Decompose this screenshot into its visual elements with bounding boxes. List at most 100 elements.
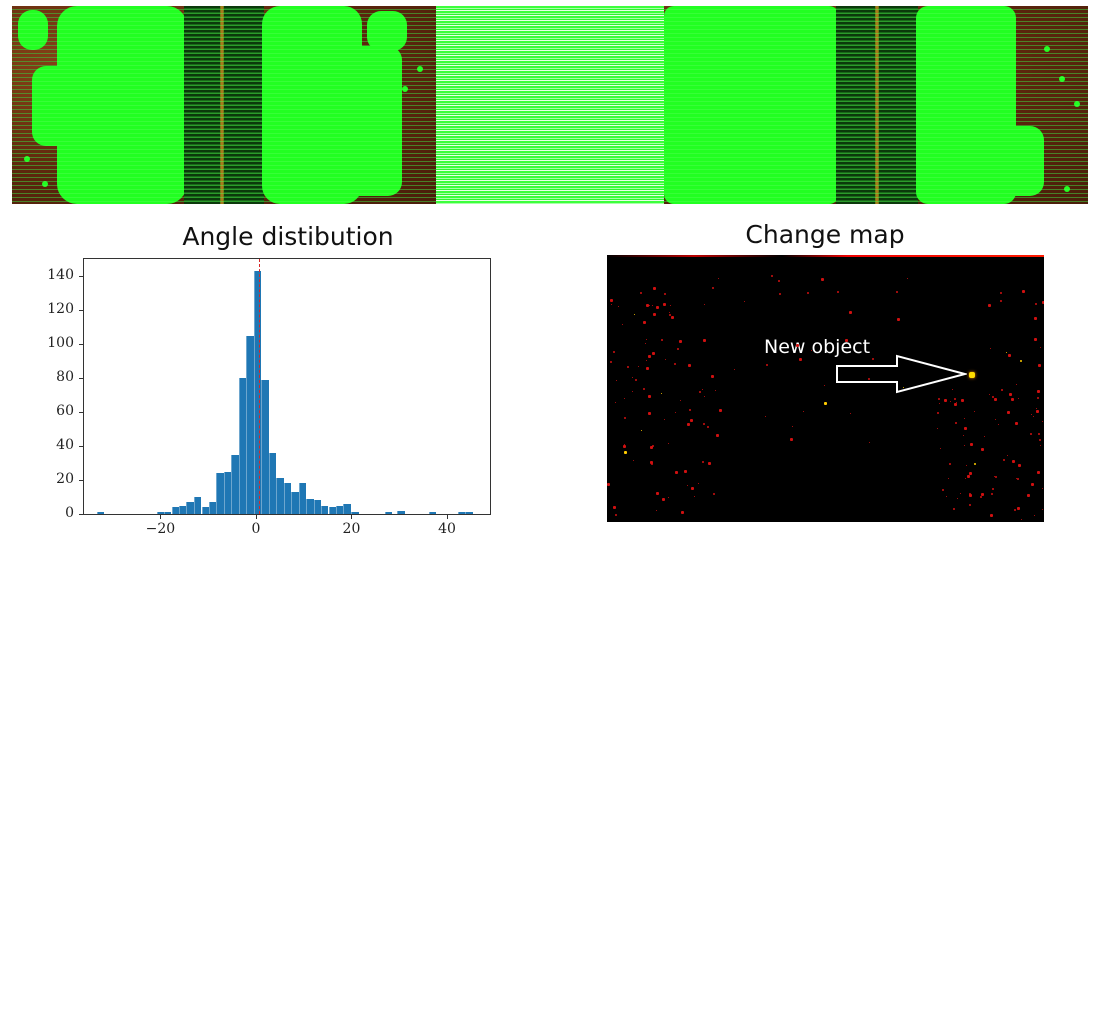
change-speck bbox=[994, 418, 996, 420]
change-speck bbox=[667, 496, 669, 498]
change-speck bbox=[1039, 439, 1042, 442]
change-speck bbox=[615, 513, 618, 516]
change-speck bbox=[703, 304, 705, 306]
change-speck bbox=[1017, 507, 1021, 511]
x-tick-label: −20 bbox=[145, 521, 176, 537]
histogram-bar bbox=[261, 379, 269, 514]
change-speck bbox=[974, 411, 976, 413]
change-speck bbox=[945, 496, 947, 498]
change-speck bbox=[795, 344, 799, 348]
change-speck bbox=[631, 376, 633, 378]
change-speck bbox=[944, 398, 948, 402]
histogram-bar bbox=[179, 505, 187, 514]
histogram-bar bbox=[283, 483, 292, 514]
change-speck bbox=[1003, 458, 1006, 461]
change-speck bbox=[980, 496, 983, 499]
change-speck bbox=[702, 388, 704, 390]
change-speck bbox=[689, 418, 693, 422]
change-speck bbox=[952, 388, 954, 390]
y-tick-label: 140 bbox=[47, 267, 74, 283]
change-speck bbox=[938, 402, 940, 404]
histogram-bar bbox=[321, 505, 329, 514]
y-tick-label: 20 bbox=[56, 471, 74, 487]
change-speck bbox=[655, 492, 659, 496]
change-speck bbox=[1014, 508, 1017, 511]
change-speck bbox=[641, 429, 643, 431]
histogram-bar bbox=[193, 497, 202, 514]
change-speck bbox=[652, 351, 656, 355]
change-speck bbox=[708, 462, 712, 466]
change-speck bbox=[650, 446, 654, 450]
y-tick-mark bbox=[79, 514, 83, 515]
change-speck bbox=[647, 394, 651, 398]
change-speck bbox=[664, 418, 666, 420]
change-speck bbox=[691, 486, 695, 490]
change-speck bbox=[1015, 478, 1017, 480]
change-speck bbox=[984, 436, 986, 438]
change-speck bbox=[669, 304, 671, 306]
histogram-bar bbox=[201, 507, 210, 514]
change-speck bbox=[941, 488, 944, 491]
change-speck bbox=[937, 412, 940, 415]
change-speck bbox=[640, 291, 643, 294]
change-speck bbox=[1036, 389, 1040, 393]
change-speck bbox=[824, 384, 826, 386]
change-speck bbox=[989, 513, 993, 517]
change-map-title: Change map bbox=[745, 220, 905, 249]
change-speck bbox=[1017, 397, 1019, 399]
change-speck bbox=[1038, 433, 1041, 436]
y-tick-mark bbox=[79, 412, 83, 413]
change-speck bbox=[991, 492, 994, 495]
change-speck bbox=[964, 478, 966, 480]
histogram-bar bbox=[351, 512, 359, 514]
change-speck bbox=[992, 488, 995, 491]
change-speck bbox=[966, 474, 970, 478]
change-speck bbox=[969, 504, 972, 507]
change-speck bbox=[1027, 494, 1031, 498]
change-speck bbox=[872, 357, 875, 360]
change-speck bbox=[719, 409, 723, 413]
change-speck bbox=[1006, 351, 1008, 353]
change-speck bbox=[706, 425, 709, 428]
change-speck bbox=[896, 291, 899, 294]
change-speck bbox=[798, 357, 802, 361]
y-tick-mark bbox=[79, 344, 83, 345]
histogram-bar bbox=[465, 512, 473, 514]
change-speck bbox=[1007, 354, 1011, 358]
change-speck bbox=[686, 423, 690, 427]
change-speck bbox=[694, 495, 696, 497]
histogram-bar bbox=[246, 335, 254, 514]
change-speck bbox=[674, 411, 676, 413]
x-tick-label: 40 bbox=[438, 521, 456, 537]
change-speck bbox=[652, 286, 656, 290]
feature-matching-strip bbox=[12, 6, 1088, 204]
change-speck bbox=[711, 374, 715, 378]
change-speck bbox=[612, 505, 616, 509]
histogram-bar bbox=[238, 378, 247, 514]
change-speck bbox=[954, 422, 957, 425]
x-tick-mark bbox=[447, 515, 448, 519]
histogram-bar bbox=[384, 512, 392, 514]
change-speck bbox=[1041, 300, 1044, 304]
change-speck bbox=[645, 360, 647, 362]
change-speck bbox=[645, 303, 649, 307]
change-speck bbox=[1037, 397, 1040, 400]
change-speck bbox=[1032, 415, 1034, 417]
change-speck bbox=[821, 278, 825, 281]
change-speck bbox=[952, 507, 955, 510]
change-speck bbox=[965, 464, 967, 466]
change-speck bbox=[712, 286, 715, 289]
change-speck bbox=[868, 378, 871, 381]
change-speck bbox=[1036, 409, 1040, 413]
change-speck bbox=[970, 443, 974, 447]
change-speck bbox=[999, 291, 1002, 294]
change-speck bbox=[1021, 518, 1023, 520]
histogram-bar bbox=[231, 454, 239, 514]
change-speck bbox=[609, 361, 612, 364]
change-speck bbox=[937, 427, 939, 429]
histogram-bar bbox=[224, 471, 232, 514]
change-speck bbox=[902, 387, 904, 389]
change-speck bbox=[1007, 411, 1011, 415]
change-speck bbox=[1011, 398, 1015, 402]
change-speck bbox=[963, 427, 967, 431]
